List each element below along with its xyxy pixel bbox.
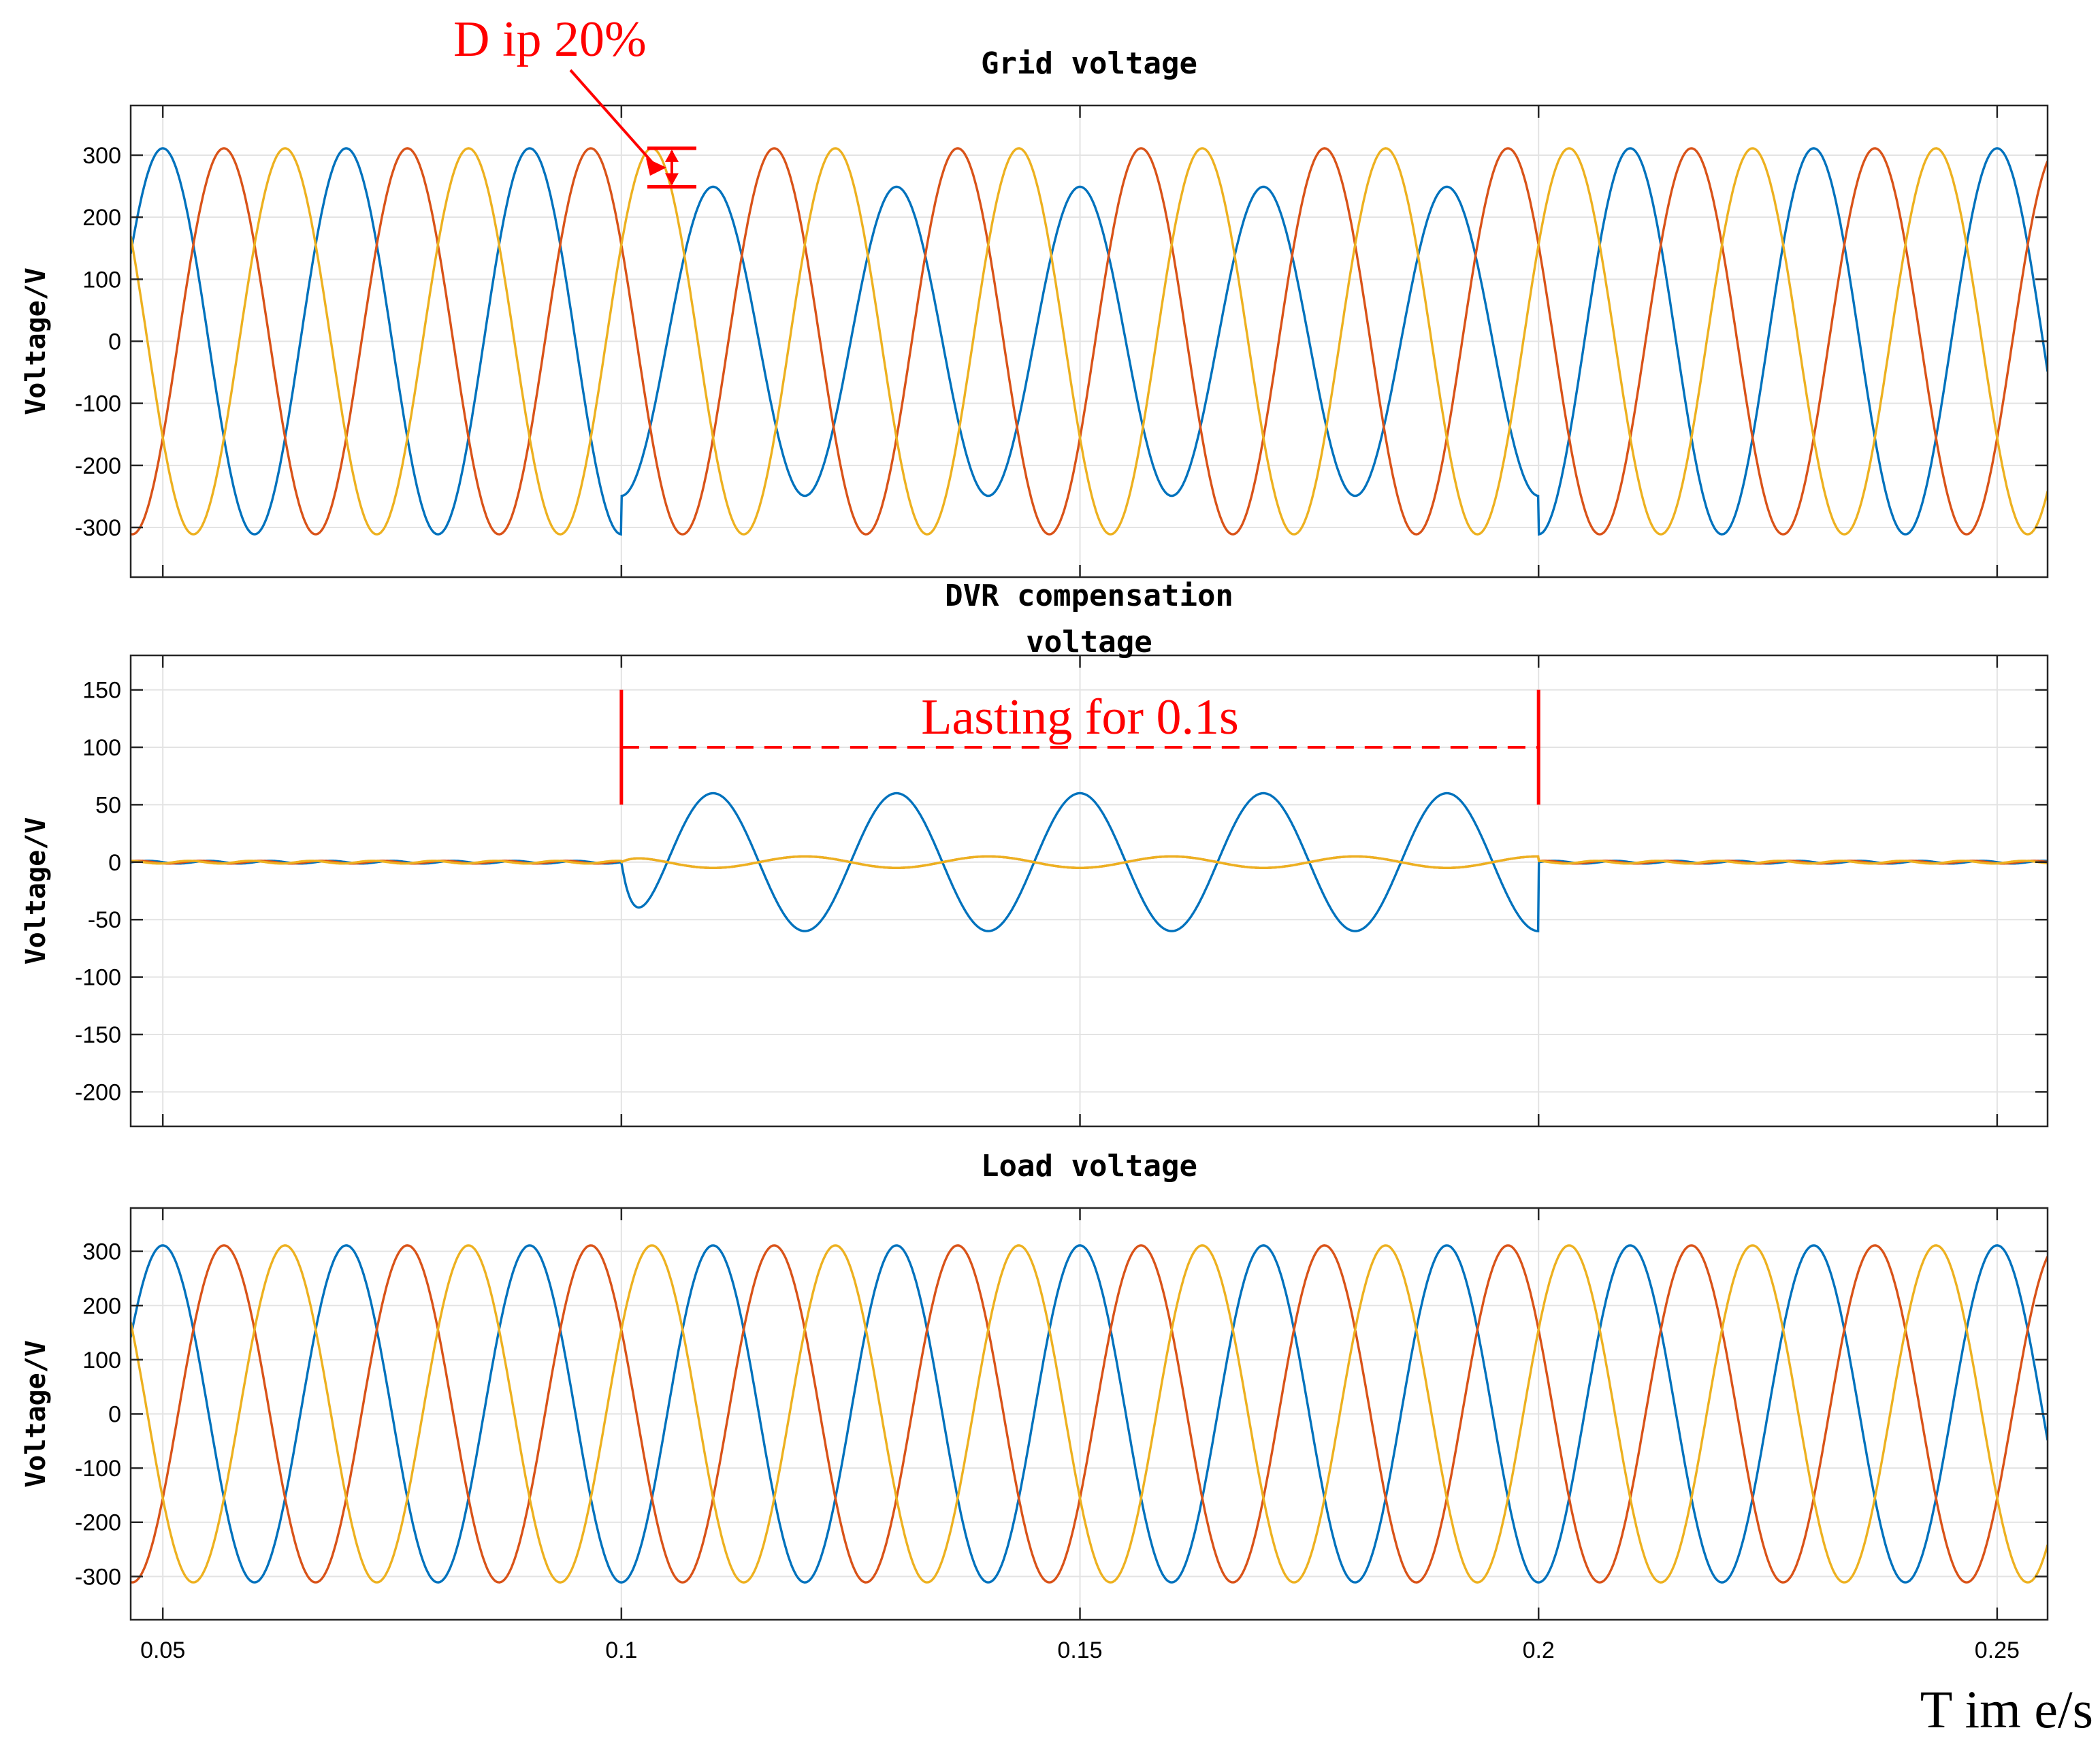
x-tick-label: 0.1: [605, 1637, 637, 1663]
y-tick-label: -100: [75, 1456, 121, 1482]
series-line-1: [131, 147, 2048, 536]
series-group: [131, 792, 2048, 932]
x-axis-label: T im e/s: [1920, 1680, 2093, 1739]
y-axis-label: Voltage/V: [20, 817, 52, 965]
x-tick-label: 0.05: [140, 1637, 185, 1663]
y-tick-label: -100: [75, 391, 121, 417]
y-tick-label: 100: [82, 1348, 121, 1373]
series-line-2: [131, 147, 2048, 536]
panel-title: Load voltage: [981, 1149, 1197, 1184]
y-tick-label: 100: [82, 267, 121, 293]
x-tick-label: 0.15: [1057, 1637, 1102, 1663]
y-tick-label: -200: [75, 1510, 121, 1536]
dip-annotation: D ip 20%: [453, 12, 696, 189]
y-tick-label: 300: [82, 143, 121, 169]
y-tick-label: 300: [82, 1239, 121, 1265]
y-tick-label: 50: [95, 792, 121, 818]
y-tick-label: 0: [108, 329, 121, 355]
y-axis-label: Voltage/V: [20, 1340, 52, 1488]
y-tick-label: 200: [82, 1293, 121, 1319]
dip-leader-arrowhead: [645, 158, 666, 176]
y-tick-label: 100: [82, 735, 121, 761]
x-tick-label: 0.25: [1975, 1637, 2020, 1663]
series-group: [131, 147, 2048, 536]
y-tick-label: -200: [75, 1079, 121, 1105]
chart-panel-1: 300 200 100 0 -100 -200 -300 Grid voltage Voltag…: [20, 12, 2049, 578]
y-tick-label: -200: [75, 453, 121, 479]
series-line-3: [131, 855, 2048, 869]
series-line-3: [131, 147, 2048, 536]
y-tick-label: 150: [82, 678, 121, 704]
chart-panel-2: 150 100 50 0 -50 -100 -150 -200 DVR compensation…: [20, 578, 2049, 1128]
series-group: [131, 1244, 2048, 1584]
x-tick-label: 0.2: [1523, 1637, 1555, 1663]
y-tick-label: -300: [75, 515, 121, 541]
duration-annotation: Lasting for 0.1s: [619, 689, 1540, 805]
series-line-3: [131, 1244, 2048, 1584]
dip-leader-line: [569, 69, 658, 169]
dip-arrowhead-up: [664, 149, 679, 162]
y-tick-label: -50: [88, 907, 121, 933]
y-tick-label: 0: [108, 850, 121, 876]
panel-title: Grid voltage: [981, 46, 1197, 81]
axes-box: [129, 654, 2049, 1128]
dip-annotation-label: D ip 20%: [453, 12, 647, 67]
y-tick-label: -100: [75, 965, 121, 991]
dip-arrowhead-down: [664, 173, 679, 186]
y-tick-label: 0: [108, 1402, 121, 1428]
y-tick-label: 200: [82, 205, 121, 231]
series-line-2: [131, 1244, 2048, 1584]
panel-title: DVR compensation: [945, 578, 1233, 613]
duration-annotation-label: Lasting for 0.1s: [921, 689, 1239, 745]
series-line-1: [131, 1244, 2048, 1584]
chart-panel-3: 300 200 100 0 -100 -200 -300 0.05 0.1 0.15 0.2 0.25…: [20, 1149, 2093, 1739]
y-axis-label: Voltage/V: [20, 267, 52, 415]
panel-title: voltage: [1026, 625, 1152, 659]
y-tick-label: -150: [75, 1022, 121, 1048]
y-tick-label: -300: [75, 1564, 121, 1590]
